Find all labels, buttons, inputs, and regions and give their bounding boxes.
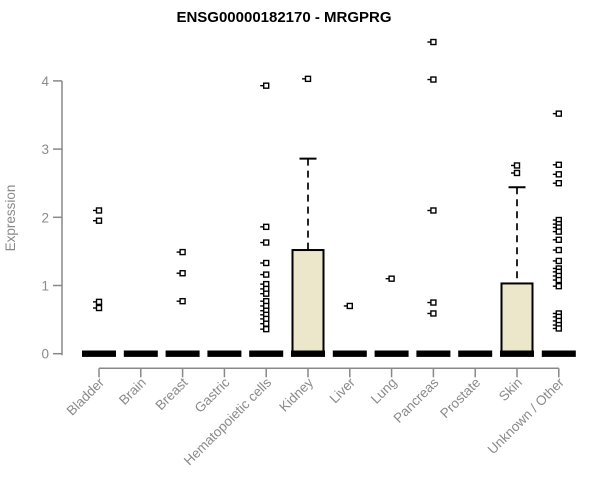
outlier-point [430, 310, 437, 317]
x-axis-label: Unknown / Other [485, 374, 568, 457]
outlier-point [430, 207, 437, 214]
outlier-point [263, 223, 270, 231]
outlier-point [388, 275, 395, 282]
y-axis-tick-label: 2 [41, 210, 49, 225]
outlier-point [95, 217, 103, 224]
chart-title: ENSG00000182170 - MRGPRG [176, 9, 391, 26]
outlier-point [263, 259, 270, 267]
y-axis-tick-label: 0 [41, 347, 49, 362]
outlier-point [555, 246, 562, 254]
x-axis-label: Skin [496, 375, 525, 404]
x-axis-label: Breast [153, 375, 191, 413]
outlier-point [179, 248, 186, 256]
outlier-point [555, 171, 562, 178]
outlier-point [95, 304, 103, 312]
median-bar [458, 350, 493, 357]
outlier-point [263, 320, 270, 327]
outlier-point [263, 239, 270, 246]
median-bar [165, 350, 200, 357]
outlier-point [179, 297, 186, 305]
x-axis-label: Pancreas [391, 375, 442, 426]
outlier-point [179, 270, 186, 277]
median-bar [374, 350, 409, 357]
box [291, 249, 325, 355]
median-bar [82, 350, 116, 357]
outlier-point [555, 179, 562, 187]
median-bar [332, 350, 367, 357]
median-bar [123, 350, 158, 357]
outlier-point [555, 236, 562, 244]
outlier-point [513, 162, 521, 169]
outlier-point [346, 302, 353, 310]
outlier-point [95, 207, 103, 214]
outlier-point [555, 282, 562, 290]
median-bar [541, 350, 576, 357]
outlier-point [555, 325, 562, 332]
median-bar [416, 350, 451, 357]
x-axis-label: Brain [116, 375, 149, 408]
x-axis-label: Gastric [192, 375, 233, 416]
outlier-point [555, 161, 562, 168]
x-axis-label: Liver [327, 374, 359, 406]
y-axis-title: Expression [3, 185, 18, 252]
x-axis-label: Bladder [64, 374, 108, 418]
outlier-point [95, 298, 103, 306]
median-bar [291, 350, 325, 357]
outlier-point [555, 228, 562, 235]
y-axis-tick-label: 3 [41, 142, 49, 157]
outlier-point [263, 271, 270, 278]
x-axis-label: Lung [368, 375, 400, 407]
outlier-point [555, 110, 562, 117]
x-axis-label: Kidney [276, 375, 316, 415]
y-axis-tick-label: 4 [41, 74, 49, 89]
outlier-point [263, 82, 270, 89]
x-axis-label: Prostate [437, 375, 483, 421]
outlier-point [555, 257, 562, 265]
outlier-point [555, 276, 562, 284]
box [500, 282, 534, 355]
outlier-point [430, 76, 437, 83]
outlier-point [430, 38, 437, 46]
median-bar [207, 350, 242, 357]
outlier-point [304, 75, 312, 83]
outlier-point [513, 169, 521, 177]
outlier-point [430, 299, 437, 306]
y-axis-tick-label: 1 [41, 279, 49, 294]
median-bar [500, 350, 534, 357]
outlier-point [263, 325, 270, 333]
outlier-point [263, 290, 270, 297]
median-bar [249, 350, 284, 357]
